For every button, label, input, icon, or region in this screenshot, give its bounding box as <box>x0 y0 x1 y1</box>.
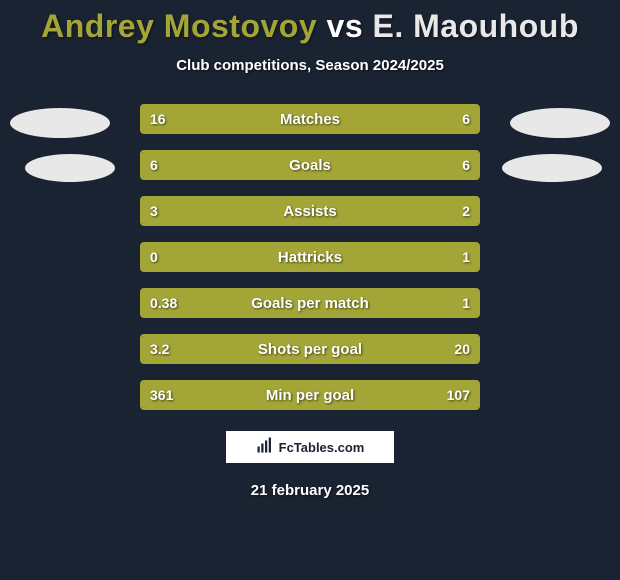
bar-left <box>142 336 243 362</box>
comparison-chart: 166Matches 66Goals 32Assists 01Hattricks 0.3… <box>0 104 620 410</box>
comparison-row: 361107Min per goal <box>140 380 480 410</box>
bar-right <box>243 336 478 362</box>
comparison-rows: 166Matches 66Goals 32Assists 01Hattricks 0.3… <box>140 104 480 410</box>
player2-avatar-placeholder-1 <box>510 108 610 138</box>
comparison-row: 32Assists <box>140 196 480 226</box>
comparison-row: 0.381Goals per match <box>140 288 480 318</box>
bar-right <box>344 198 478 224</box>
vs-label: vs <box>327 8 364 44</box>
bar-right <box>310 152 478 178</box>
bar-right <box>233 290 478 316</box>
player1-avatar-placeholder-2 <box>25 154 115 182</box>
comparison-title: Andrey Mostovoy vs E. Maouhoub <box>0 0 620 45</box>
player1-avatar-placeholder-1 <box>10 108 110 138</box>
bar-right <box>226 382 478 408</box>
subtitle: Club competitions, Season 2024/2025 <box>0 57 620 74</box>
comparison-row: 01Hattricks <box>140 242 480 272</box>
comparison-row: 66Goals <box>140 150 480 180</box>
player1-name: Andrey Mostovoy <box>41 8 317 44</box>
player2-avatar-placeholder-2 <box>502 154 602 182</box>
bar-right <box>209 244 478 270</box>
chart-bars-icon <box>256 436 274 459</box>
bar-left <box>142 244 209 270</box>
bar-left <box>142 290 233 316</box>
comparison-row: 3.220Shots per goal <box>140 334 480 364</box>
bar-left <box>142 152 310 178</box>
bar-left <box>142 382 226 408</box>
footer-date: 21 february 2025 <box>0 482 620 499</box>
bar-left <box>142 198 344 224</box>
brand-badge: FcTables.com <box>225 430 395 464</box>
bar-left <box>142 106 387 132</box>
brand-text: FcTables.com <box>279 440 365 455</box>
comparison-row: 166Matches <box>140 104 480 134</box>
bar-right <box>387 106 478 132</box>
player2-name: E. Maouhoub <box>373 8 579 44</box>
